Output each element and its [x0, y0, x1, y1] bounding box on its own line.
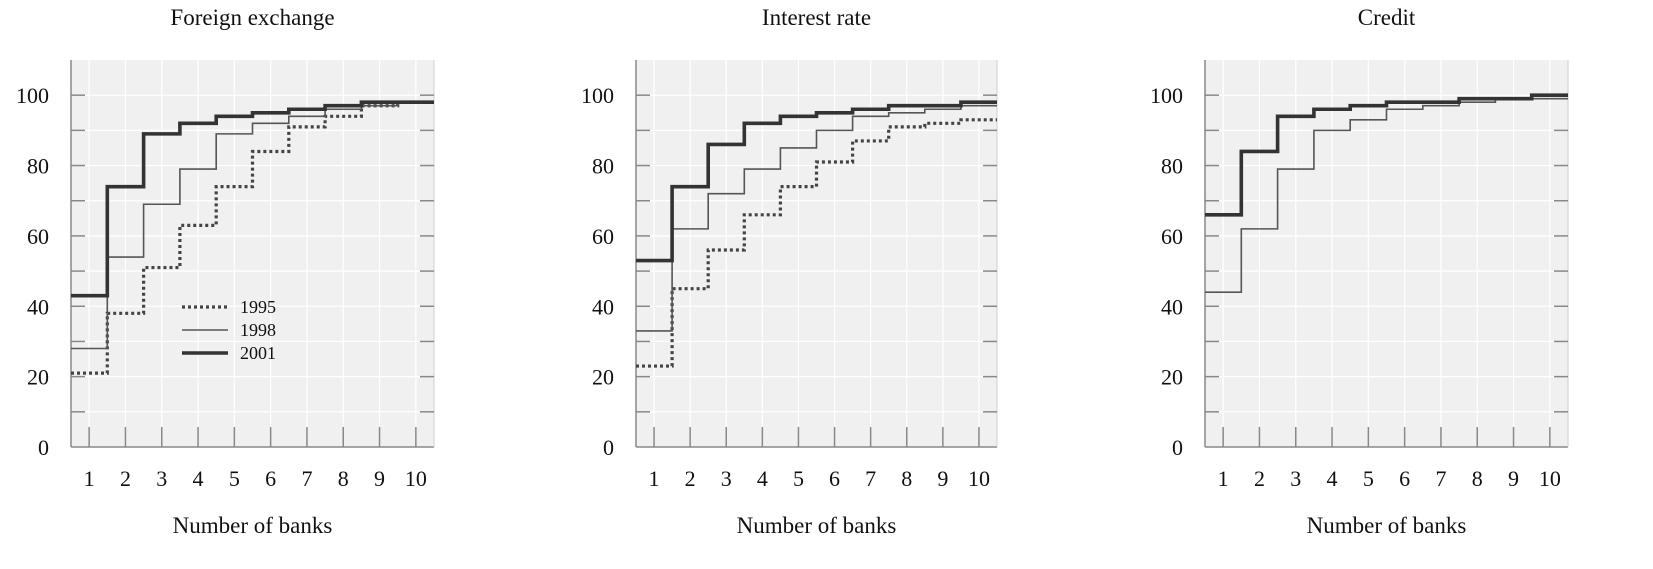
chart-1: 0 20 40 60 80 100 1 2 3 4 5 6 7 8 9 10 Foreign exchange N… [16, 5, 435, 538]
series-line-1998 [1205, 97, 1568, 293]
x-tick-label: 4 [757, 466, 768, 491]
x-tick-label: 5 [793, 466, 804, 491]
chart-title: Interest rate [762, 5, 871, 30]
x-tick-label: 5 [229, 466, 240, 491]
x-tick-label: 5 [1363, 466, 1374, 491]
chart-title: Credit [1358, 5, 1416, 30]
y-tick-label: 20 [27, 365, 49, 390]
chart-2: 0 20 40 60 80 100 1 2 3 4 5 6 7 8 9 10 Interest rate Numb… [581, 5, 998, 538]
x-tick-label: 1 [649, 466, 660, 491]
x-tick-label: 2 [120, 466, 131, 491]
legend-label-1995: 1995 [240, 297, 276, 317]
x-tick-label: 3 [1290, 466, 1301, 491]
y-tick-label: 60 [1161, 224, 1183, 249]
y-tick-label: 0 [38, 435, 49, 460]
x-tick-label: 9 [937, 466, 948, 491]
y-tick-label: 60 [27, 224, 49, 249]
y-tick-label: 20 [592, 365, 614, 390]
y-tick-label: 0 [603, 435, 614, 460]
x-tick-label: 9 [374, 466, 385, 491]
series-line-1995 [636, 118, 997, 368]
chart-title: Foreign exchange [170, 5, 334, 30]
x-tick-label: 1 [84, 466, 95, 491]
x-tick-label: 2 [1254, 466, 1265, 491]
x-axis-label: Number of banks [173, 513, 333, 538]
plot-area [636, 60, 997, 447]
x-tick-label: 8 [338, 466, 349, 491]
y-tick-label: 80 [27, 154, 49, 179]
x-tick-label: 9 [1508, 466, 1519, 491]
legend: 1995 1998 2001 [182, 297, 276, 363]
x-tick-label: 10 [1539, 466, 1561, 491]
legend-label-1998: 1998 [240, 320, 276, 340]
x-tick-label: 2 [685, 466, 696, 491]
series-line-1998 [636, 104, 997, 332]
series-line-2001 [636, 100, 997, 263]
y-tick-label: 40 [592, 294, 614, 319]
y-tick-label: 0 [1172, 435, 1183, 460]
series-line-2001 [71, 100, 434, 298]
y-tick-label: 100 [581, 83, 614, 108]
y-tick-label: 40 [27, 294, 49, 319]
x-tick-label: 10 [405, 466, 427, 491]
x-tick-label: 3 [721, 466, 732, 491]
y-tick-label: 80 [592, 154, 614, 179]
legend-label-2001: 2001 [240, 343, 276, 363]
x-tick-label: 6 [1399, 466, 1410, 491]
x-tick-label: 6 [829, 466, 840, 491]
x-tick-label: 8 [1472, 466, 1483, 491]
x-axis-label: Number of banks [1307, 513, 1467, 538]
x-tick-label: 6 [265, 466, 276, 491]
y-tick-label: 20 [1161, 365, 1183, 390]
y-tick-label: 40 [1161, 294, 1183, 319]
y-tick-label: 80 [1161, 154, 1183, 179]
x-tick-label: 4 [193, 466, 204, 491]
y-tick-label: 100 [1150, 83, 1183, 108]
x-tick-label: 3 [156, 466, 167, 491]
x-tick-label: 8 [901, 466, 912, 491]
x-tick-label: 7 [1435, 466, 1446, 491]
x-tick-label: 10 [968, 466, 990, 491]
y-tick-label: 100 [16, 83, 49, 108]
x-tick-label: 7 [301, 466, 312, 491]
x-tick-label: 7 [865, 466, 876, 491]
x-axis-label: Number of banks [737, 513, 897, 538]
x-tick-label: 1 [1218, 466, 1229, 491]
series-line-1995 [71, 100, 434, 375]
chart-3: 0 20 40 60 80 100 1 2 3 4 5 6 7 8 9 10 Credit Number of b… [1150, 5, 1569, 538]
y-tick-label: 60 [592, 224, 614, 249]
series-line-2001 [1205, 93, 1568, 217]
plot-area [1205, 60, 1568, 447]
x-tick-label: 4 [1327, 466, 1338, 491]
